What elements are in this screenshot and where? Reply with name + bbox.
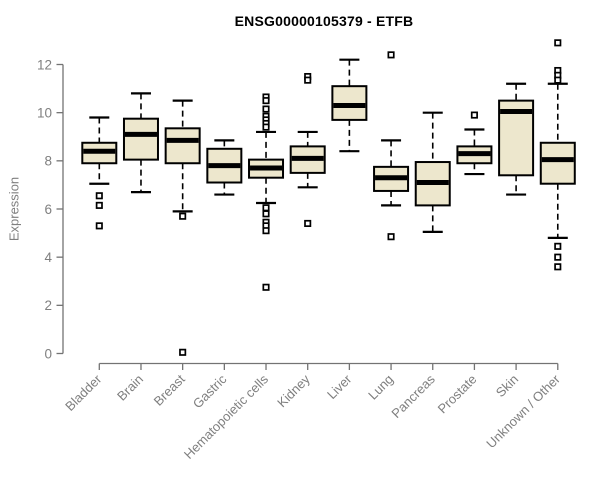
outlier-point	[554, 242, 562, 250]
x-axis-category-label: Bladder	[62, 371, 105, 414]
box-liver	[331, 58, 368, 153]
box-pancreas	[414, 111, 451, 233]
box-unknown-other	[539, 39, 576, 271]
outlier-point	[304, 219, 312, 228]
outlier-point	[262, 123, 270, 131]
chart-title: ENSG00000105379 - ETFB	[234, 13, 414, 29]
x-axis-category-label: Prostate	[435, 372, 480, 417]
box-prostate	[456, 111, 493, 176]
x-axis-category-label: Brain	[114, 372, 146, 404]
box-breast	[164, 99, 201, 356]
outlier-point	[554, 39, 562, 47]
x-axis-category-label: Pancreas	[388, 371, 438, 421]
box-bladder	[81, 116, 118, 230]
y-axis-tick-label: 8	[44, 154, 52, 169]
box-gastric	[206, 139, 243, 196]
outlier-point	[262, 97, 270, 105]
outlier-point	[554, 263, 562, 271]
outlier-point	[470, 111, 478, 119]
outlier-point	[262, 204, 270, 212]
outlier-point	[554, 76, 562, 84]
y-axis-tick-label: 0	[44, 346, 52, 361]
y-axis-tick-label: 6	[44, 202, 52, 217]
box-kidney	[289, 72, 326, 228]
outlier-point	[179, 212, 187, 220]
outlier-point	[387, 51, 395, 59]
box-lung	[373, 51, 410, 241]
x-axis-category-label: Gastric	[190, 371, 230, 411]
x-axis-category-label: Liver	[324, 371, 355, 402]
y-axis-tick-label: 10	[37, 105, 52, 120]
outlier-point	[95, 222, 103, 230]
iqr-box	[539, 141, 576, 185]
iqr-box	[122, 117, 159, 161]
x-axis-category-label: Kidney	[274, 371, 313, 410]
box-skin	[498, 82, 535, 196]
box-hematopoietic-cells	[248, 93, 285, 291]
y-axis-tick-label: 2	[44, 298, 52, 313]
x-axis-category-label: Unknown / Other	[483, 371, 563, 451]
outlier-point	[95, 192, 103, 200]
outlier-point	[95, 201, 103, 209]
iqr-box	[164, 127, 201, 165]
x-axis-category-label: Skin	[493, 372, 521, 400]
y-axis-tick-label: 12	[37, 57, 52, 72]
x-axis-category-label: Lung	[365, 372, 396, 403]
outlier-point	[262, 283, 270, 291]
outlier-point	[262, 227, 270, 235]
box-brain	[122, 92, 159, 194]
outlier-point	[179, 348, 187, 356]
outlier-point	[387, 233, 395, 241]
x-axis-category-label: Breast	[151, 371, 188, 408]
outlier-point	[304, 76, 312, 84]
outlier-point	[262, 105, 270, 113]
outlier-point	[554, 253, 562, 261]
y-axis-tick-label: 4	[44, 250, 52, 265]
outlier-point	[262, 210, 270, 218]
